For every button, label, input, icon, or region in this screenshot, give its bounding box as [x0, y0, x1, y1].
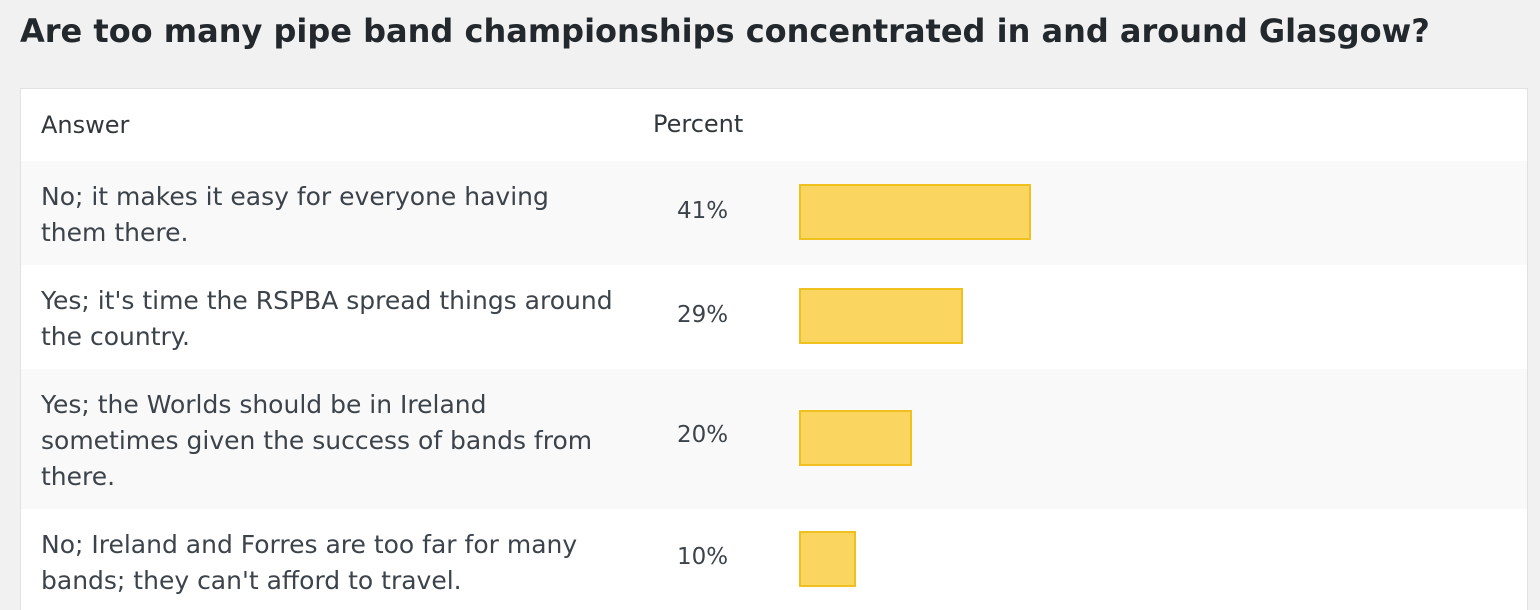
- result-row: Yes; it's time the RSPBA spread things a…: [21, 265, 1527, 369]
- poll-title: Are too many pipe band championships con…: [20, 12, 1430, 50]
- percent-label: 41%: [677, 198, 729, 224]
- answer-text: No; Ireland and Forres are too far for m…: [41, 530, 578, 595]
- table-header: Answer Percent: [21, 89, 1527, 162]
- percent-label: 29%: [677, 302, 729, 328]
- result-row: No; Ireland and Forres are too far for m…: [21, 509, 1527, 610]
- percent-column-header: Percent: [653, 110, 744, 138]
- answer-text: No; it makes it easy for everyone having…: [41, 182, 549, 247]
- answer-text: Yes; the Worlds should be in Ireland som…: [41, 390, 593, 491]
- results-table: Answer Percent No; it makes it easy for …: [20, 88, 1528, 610]
- percent-bar: [799, 184, 1031, 240]
- answer-text: Yes; it's time the RSPBA spread things a…: [41, 286, 613, 351]
- result-row: Yes; the Worlds should be in Ireland som…: [21, 369, 1527, 509]
- percent-bar: [799, 410, 912, 466]
- percent-label: 10%: [677, 544, 729, 570]
- answer-column-header: Answer: [41, 111, 130, 139]
- result-row: No; it makes it easy for everyone having…: [21, 161, 1527, 265]
- percent-bar: [799, 288, 963, 344]
- percent-label: 20%: [677, 422, 729, 448]
- percent-bar: [799, 531, 856, 587]
